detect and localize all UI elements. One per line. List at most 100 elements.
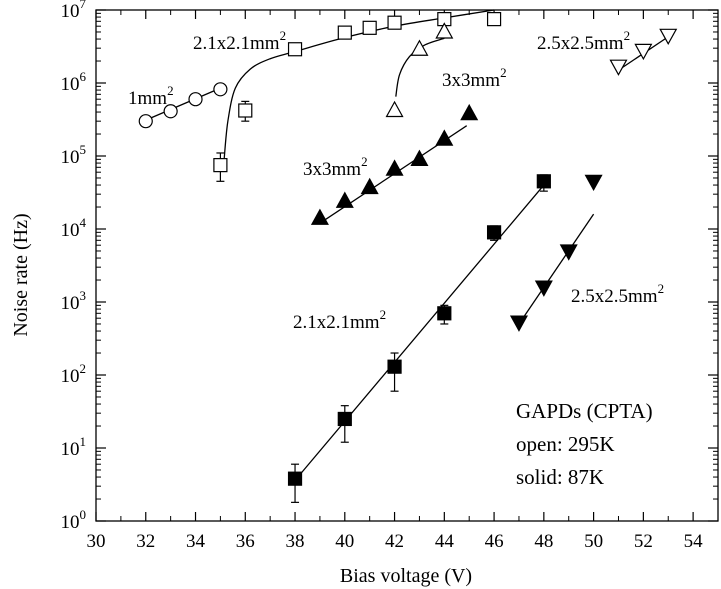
data-point-triangle-up-filled [310, 208, 329, 225]
data-point-circle-open [163, 104, 178, 119]
annotation-label: 2.5x2.5mm2 [571, 281, 664, 307]
y-tick-label: 100 [61, 507, 87, 533]
y-tick-exponent: 6 [80, 69, 87, 84]
y-tick-base: 10 [61, 1, 80, 22]
annotation-label: 2.5x2.5mm2 [537, 28, 630, 54]
data-point-triangle-down-open [609, 59, 628, 76]
annotation-superscript: 2 [361, 154, 368, 169]
data-point-square-open [213, 158, 228, 173]
y-tick-exponent: 4 [80, 215, 87, 230]
x-tick-label: 40 [335, 531, 354, 552]
axes: 30 32 34 36 38 40 42 44 46 48 50 52 5410010110210310… [61, 0, 719, 552]
annotation-superscript: 2 [500, 65, 507, 80]
annotation-text: 2.5x2.5mm [537, 33, 624, 54]
x-tick-label: 30 [87, 531, 106, 552]
y-tick-base: 10 [61, 293, 80, 314]
x-tick-label: 36 [236, 531, 255, 552]
annotation-text: 3x3mm [442, 70, 500, 91]
y-tick-label: 102 [61, 361, 87, 387]
x-tick-label: 52 [634, 531, 653, 552]
data-point-triangle-up-filled [460, 103, 479, 121]
annotation-superscript: 2 [380, 307, 387, 322]
y-tick-label: 101 [61, 434, 87, 460]
annotation-superscript: 2 [658, 281, 665, 296]
fit-line-triangle-down-filled [518, 213, 595, 325]
annotation-text: 2.5x2.5mm [571, 286, 658, 307]
y-tick-label: 106 [61, 69, 87, 95]
y-tick-base: 10 [61, 439, 80, 460]
annotation-label: 2.1x2.1mm2 [193, 28, 286, 54]
y-tick-label: 105 [61, 142, 87, 168]
data-point-triangle-up-filled [335, 191, 354, 208]
y-tick-exponent: 2 [80, 361, 87, 376]
annotation-label: 3x3mm2 [303, 154, 368, 180]
y-tick-base: 10 [61, 366, 80, 387]
annotation-text: 3x3mm [303, 159, 361, 180]
data-point-triangle-down-filled [584, 174, 603, 192]
y-tick-exponent: 5 [80, 142, 87, 157]
x-tick-label: 38 [286, 531, 305, 552]
fit-line-triangle-up-open [395, 37, 445, 97]
legend-line-title: GAPDs (CPTA) [516, 399, 653, 423]
annotation-label: 3x3mm2 [442, 65, 507, 91]
y-tick-exponent: 7 [80, 0, 87, 11]
y-tick-exponent: 0 [80, 507, 87, 522]
data-point-square-open [387, 15, 402, 30]
data-point-square-filled [437, 306, 452, 321]
y-tick-base: 10 [61, 74, 80, 95]
annotation-label: 2.1x2.1mm2 [293, 307, 386, 333]
data-point-square-open [362, 20, 377, 35]
data-point-triangle-up-open [410, 39, 429, 56]
data-point-circle-open [188, 92, 203, 107]
data-point-triangle-up-filled [410, 149, 429, 166]
y-tick-exponent: 3 [80, 288, 87, 303]
data-point-square-filled [536, 174, 551, 189]
data-point-square-filled [287, 471, 303, 486]
annotation-text: 1mm [128, 88, 167, 109]
y-tick-base: 10 [61, 147, 80, 168]
data-point-triangle-down-filled [509, 315, 528, 332]
x-tick-label: 54 [684, 531, 704, 552]
legend-text-block: GAPDs (CPTA) open: 295K solid: 87K [516, 399, 653, 489]
y-tick-base: 10 [61, 512, 80, 533]
data-point-circle-open [138, 114, 153, 129]
data-point-triangle-down-filled [534, 280, 553, 297]
legend-line-open: open: 295K [516, 432, 615, 456]
y-tick-label: 107 [61, 0, 87, 22]
data-point-triangle-up-open [385, 100, 404, 118]
fit-line-square-open [223, 9, 495, 160]
data-point-triangle-up-open [435, 22, 454, 39]
y-tick-label: 104 [61, 215, 87, 241]
data-point-square-open [486, 12, 502, 27]
data-point-square-filled [486, 225, 502, 240]
data-point-triangle-down-open [634, 43, 653, 61]
data-point-triangle-down-open [659, 28, 678, 46]
data-point-square-open [238, 103, 253, 118]
data-point-square-filled [387, 359, 402, 374]
x-tick-label: 42 [385, 531, 404, 552]
data-point-square-open [337, 25, 352, 40]
data-point-triangle-up-filled [385, 159, 404, 176]
y-axis-label: Noise rate (Hz) [10, 213, 32, 336]
data-point-circle-open [213, 82, 228, 97]
fit-line-circle-open [145, 87, 221, 121]
x-tick-label: 34 [186, 531, 206, 552]
annotation-superscript: 2 [624, 28, 631, 43]
data-point-square-filled [337, 411, 352, 427]
annotation-superscript: 2 [167, 83, 174, 98]
y-tick-base: 10 [61, 220, 80, 241]
data-point-triangle-up-filled [435, 129, 454, 146]
legend-line-solid: solid: 87K [516, 465, 604, 489]
plot-frame [95, 9, 719, 522]
x-tick-label: 44 [435, 531, 455, 552]
error-bars [216, 100, 548, 503]
annotation-superscript: 2 [280, 28, 287, 43]
data-point-triangle-down-filled [559, 244, 578, 261]
x-tick-label: 32 [136, 531, 155, 552]
annotation-text: 2.1x2.1mm [193, 33, 280, 54]
y-tick-label: 103 [61, 288, 87, 314]
annotation-text: 2.1x2.1mm [293, 312, 380, 333]
x-tick-label: 48 [534, 531, 553, 552]
